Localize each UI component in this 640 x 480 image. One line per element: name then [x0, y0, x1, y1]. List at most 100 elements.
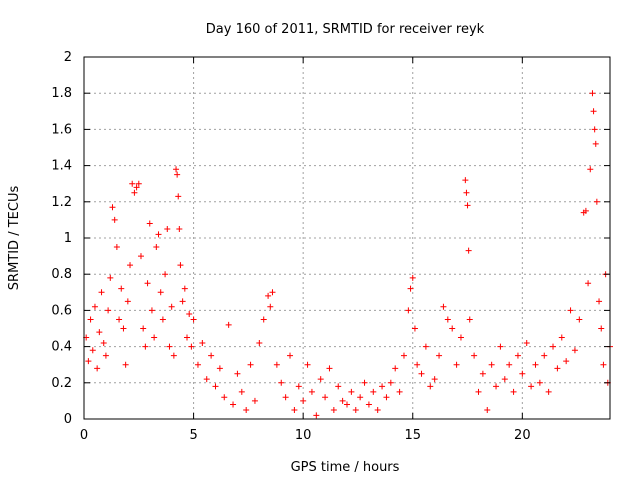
data-point — [506, 361, 513, 368]
y-tick-label: 0.4 — [51, 340, 72, 355]
data-point — [267, 303, 274, 310]
data-point — [256, 339, 263, 346]
data-point — [589, 90, 596, 97]
y-tick-label: 1.8 — [51, 86, 72, 101]
data-point — [563, 358, 570, 365]
data-point — [144, 280, 151, 287]
data-point — [407, 285, 414, 292]
data-point — [463, 189, 470, 196]
data-point — [344, 401, 350, 408]
y-tick-label: 0.8 — [51, 267, 72, 282]
data-point — [243, 406, 250, 413]
data-point — [230, 401, 237, 408]
data-point — [361, 379, 368, 386]
data-point — [453, 361, 460, 368]
data-point — [287, 352, 294, 359]
data-point — [194, 361, 201, 368]
data-points — [83, 90, 613, 419]
data-point — [462, 177, 469, 184]
axis-ticks — [83, 56, 610, 420]
data-point — [148, 307, 155, 314]
x-axis-label: GPS time / hours — [291, 460, 400, 475]
data-point — [440, 303, 447, 310]
data-point — [184, 334, 191, 341]
data-point — [464, 202, 471, 209]
data-point — [225, 321, 232, 328]
data-point — [370, 388, 377, 395]
data-point — [348, 388, 355, 395]
data-point — [590, 108, 597, 115]
data-point — [107, 274, 114, 281]
data-point — [422, 343, 429, 350]
data-point — [308, 388, 315, 395]
data-point — [322, 394, 329, 401]
data-point — [131, 189, 138, 196]
data-point — [96, 329, 103, 336]
data-point — [300, 397, 307, 404]
data-point — [105, 307, 112, 314]
x-tick-labels: 0 5 10 15 20 — [80, 428, 531, 443]
data-point — [497, 343, 504, 350]
data-point — [146, 220, 153, 227]
data-point — [541, 352, 548, 359]
data-point — [203, 376, 210, 383]
data-point — [155, 231, 162, 238]
data-point — [170, 352, 177, 359]
data-point — [379, 383, 386, 390]
data-point — [181, 285, 188, 292]
data-point — [554, 365, 561, 372]
data-point — [587, 166, 594, 173]
data-point — [94, 365, 101, 372]
data-point — [352, 406, 359, 413]
data-point — [91, 303, 98, 310]
data-point — [335, 383, 342, 390]
data-point — [457, 334, 464, 341]
data-point — [593, 198, 600, 205]
data-point — [383, 394, 390, 401]
data-point — [317, 376, 324, 383]
data-point — [558, 334, 565, 341]
data-point — [365, 401, 372, 408]
data-point — [234, 370, 241, 377]
data-point — [596, 298, 603, 305]
data-point — [431, 376, 438, 383]
data-point — [400, 352, 407, 359]
data-point — [120, 325, 127, 332]
data-point — [188, 343, 195, 350]
data-point — [247, 361, 254, 368]
data-point — [409, 274, 416, 281]
data-point — [212, 383, 219, 390]
data-point — [157, 289, 164, 296]
data-point — [465, 247, 472, 254]
data-point — [291, 406, 298, 413]
y-tick-label: 0 — [64, 412, 72, 427]
x-tick-label: 5 — [189, 428, 197, 443]
data-point — [173, 166, 180, 173]
data-point — [216, 365, 223, 372]
data-point — [571, 347, 578, 354]
data-point — [140, 325, 147, 332]
data-point — [85, 358, 92, 365]
y-tick-label: 1.6 — [51, 122, 72, 137]
plot-frame — [83, 56, 611, 420]
data-point — [87, 316, 94, 323]
data-point — [177, 262, 184, 269]
data-point — [488, 361, 495, 368]
data-point — [175, 193, 182, 200]
data-point — [414, 361, 421, 368]
data-point — [179, 298, 186, 305]
data-point — [536, 379, 543, 386]
data-point — [392, 365, 399, 372]
data-point — [295, 383, 302, 390]
x-tick-label: 20 — [514, 428, 531, 443]
data-point — [466, 316, 473, 323]
data-point — [418, 370, 425, 377]
data-point — [186, 311, 193, 318]
data-point — [519, 370, 526, 377]
data-point — [190, 316, 197, 323]
data-point — [444, 316, 451, 323]
data-point — [514, 352, 521, 359]
chart-title: Day 160 of 2011, SRMTID for receiver rey… — [206, 22, 485, 37]
y-tick-label: 2 — [64, 50, 72, 65]
data-point — [98, 289, 105, 296]
